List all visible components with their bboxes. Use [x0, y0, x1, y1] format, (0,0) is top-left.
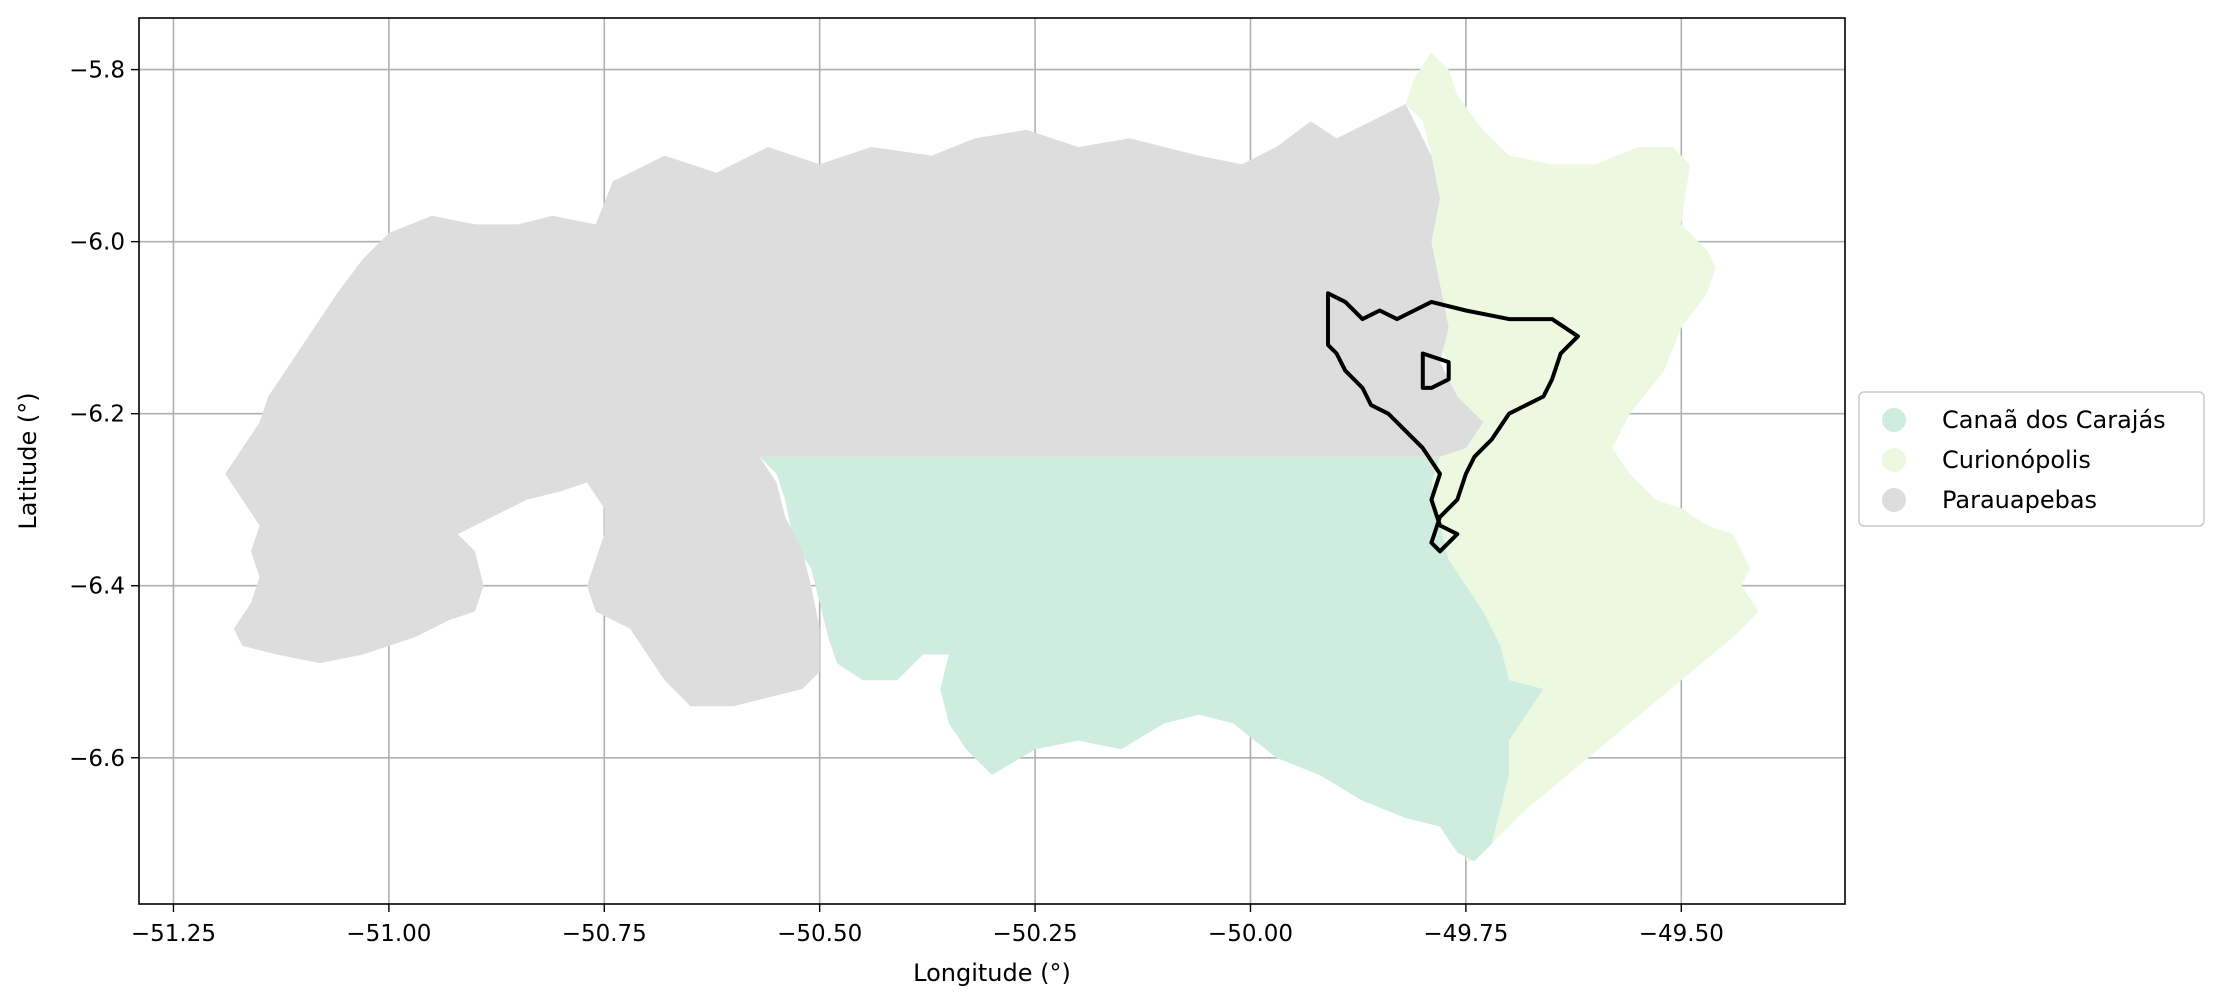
- legend-label: Curionópolis: [1942, 446, 2091, 474]
- x-tick-label: −49.50: [1639, 921, 1724, 947]
- x-tick-label: −49.75: [1423, 921, 1508, 947]
- x-axis-ticks: −51.25 −51.00 −50.75 −50.50 −50.25 −50.00 −49.…: [131, 904, 1724, 947]
- y-tick-label: −5.8: [69, 58, 125, 84]
- x-axis-label: Longitude (°): [913, 959, 1071, 987]
- region-polygons: [225, 52, 1759, 861]
- x-tick-label: −50.25: [993, 921, 1078, 947]
- y-tick-label: −6.6: [69, 746, 125, 772]
- x-tick-label: −51.00: [346, 921, 431, 947]
- legend-marker: [1882, 488, 1906, 512]
- legend-marker: [1882, 448, 1906, 472]
- x-tick-label: −50.50: [777, 921, 862, 947]
- y-tick-label: −6.2: [69, 402, 125, 428]
- y-axis-label: Latitude (°): [14, 392, 42, 529]
- legend-label: Canaã dos Carajás: [1942, 406, 2166, 434]
- y-tick-label: −6.0: [69, 230, 125, 256]
- region-parauapebas: [225, 104, 1484, 707]
- y-axis-ticks: −5.8 −6.0 −6.2 −6.4 −6.6: [69, 58, 139, 772]
- legend-marker: [1882, 408, 1906, 432]
- legend-box: [1858, 391, 2205, 527]
- y-tick-label: −6.4: [69, 574, 125, 600]
- plot-frame: [138, 17, 1846, 905]
- x-tick-label: −50.75: [562, 921, 647, 947]
- x-tick-label: −50.00: [1208, 921, 1293, 947]
- x-tick-label: −51.25: [131, 921, 216, 947]
- outer-boundary: [1326, 291, 1580, 554]
- region-canaa-dos-carajas: [759, 456, 1544, 861]
- boundary-lines: [1326, 291, 1580, 554]
- legend-label: Parauapebas: [1942, 486, 2097, 514]
- inner-boundary: [1420, 351, 1451, 390]
- legend: Canaã dos Carajás Curionópolis Parauapebas: [1858, 391, 2205, 527]
